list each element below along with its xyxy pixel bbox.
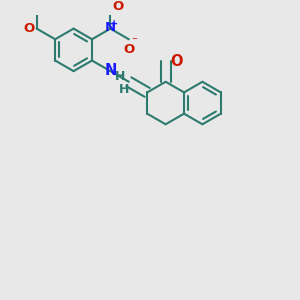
Text: O: O: [123, 43, 134, 56]
Text: +: +: [110, 19, 118, 29]
Text: ⁻: ⁻: [131, 37, 137, 46]
Text: H: H: [119, 82, 130, 96]
Text: H: H: [115, 70, 125, 83]
Text: N: N: [105, 21, 116, 34]
Text: O: O: [171, 54, 183, 69]
Text: O: O: [113, 0, 124, 13]
Text: O: O: [24, 22, 35, 34]
Text: N: N: [104, 62, 117, 77]
